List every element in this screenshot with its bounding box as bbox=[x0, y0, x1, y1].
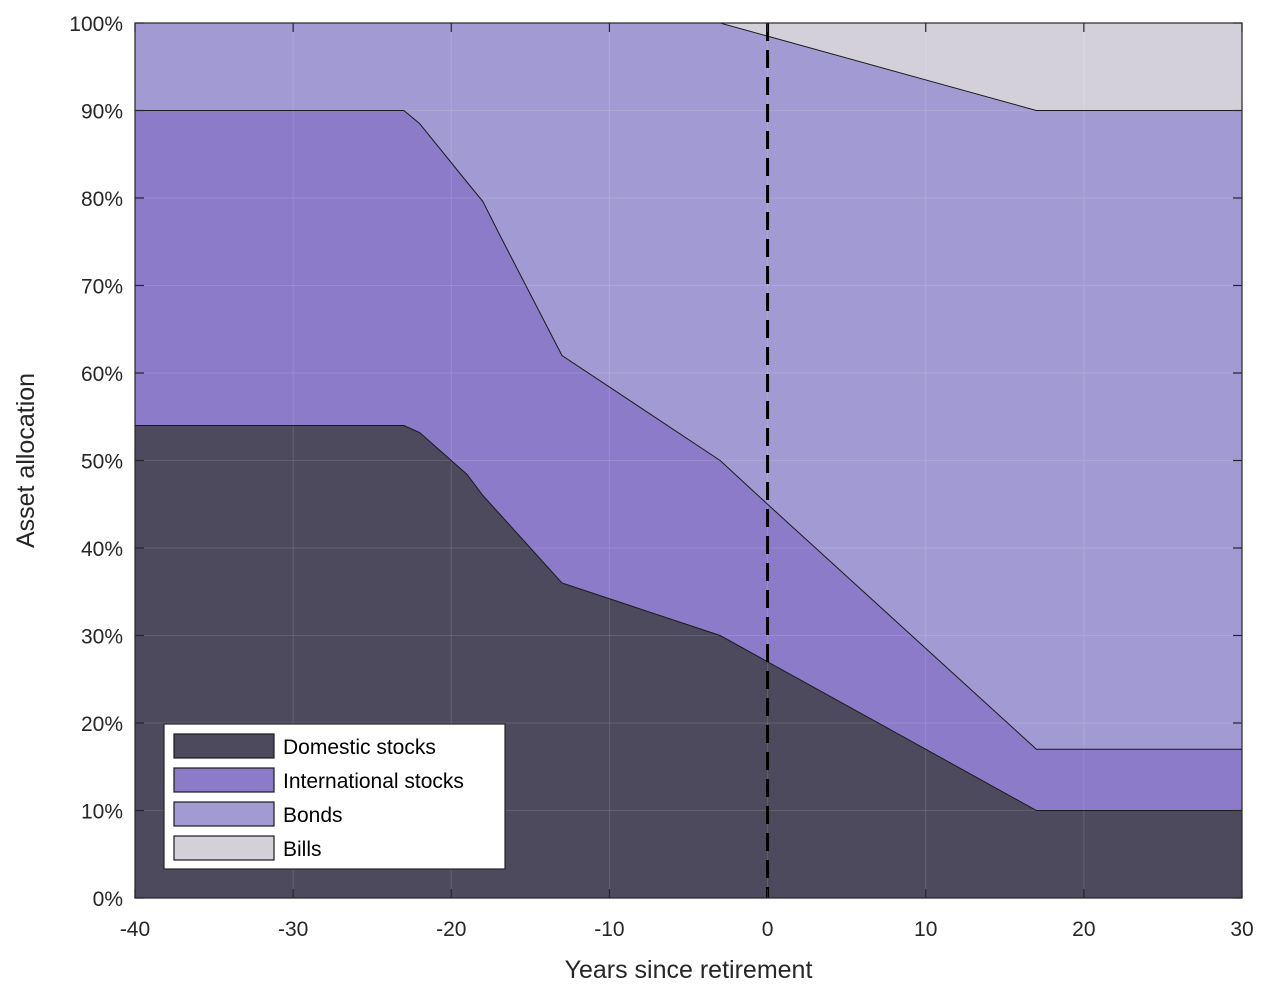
y-tick-label: 0% bbox=[93, 888, 123, 911]
y-tick-label: 50% bbox=[81, 451, 123, 474]
y-tick-label: 30% bbox=[81, 626, 123, 649]
y-tick-labels: 0% 10% 20% 30% 40% 50% 60% 70% 80% 90% 100% bbox=[69, 13, 123, 911]
legend-label-bills: Bills bbox=[283, 838, 322, 861]
legend-label-domestic-stocks: Domestic stocks bbox=[283, 736, 436, 759]
legend-swatch-bills bbox=[173, 835, 275, 861]
axes bbox=[134, 22, 1243, 899]
legend: Domestic stocks International stocks Bonds… bbox=[163, 723, 506, 870]
y-tick-label: 70% bbox=[81, 276, 123, 299]
x-axis-label: Years since retirement bbox=[565, 956, 813, 984]
legend-swatch-international-stocks bbox=[173, 767, 275, 793]
y-axis-label: Asset allocation bbox=[12, 373, 40, 548]
x-tick-label: -30 bbox=[278, 918, 308, 941]
y-tick-label: 90% bbox=[81, 101, 123, 124]
x-tick-label: 10 bbox=[914, 918, 937, 941]
x-tick-label: 20 bbox=[1072, 918, 1095, 941]
x-tick-label: -40 bbox=[120, 918, 150, 941]
x-tick-labels: -40 -30 -20 -10 0 10 20 30 bbox=[120, 918, 1254, 941]
y-tick-label: 10% bbox=[81, 801, 123, 824]
y-tick-label: 100% bbox=[69, 13, 123, 36]
legend-swatch-domestic-stocks bbox=[173, 733, 275, 759]
y-tick-label: 60% bbox=[81, 363, 123, 386]
boundary-domestic-stocks bbox=[135, 425, 1242, 811]
y-tick-label: 40% bbox=[81, 538, 123, 561]
boundary-international-stocks bbox=[135, 110, 1242, 750]
x-tick-label: 30 bbox=[1230, 918, 1253, 941]
x-tick-label: -10 bbox=[594, 918, 624, 941]
y-tick-label: 80% bbox=[81, 188, 123, 211]
legend-label-international-stocks: International stocks bbox=[283, 770, 464, 793]
legend-swatch-bonds bbox=[173, 801, 275, 827]
area-bills bbox=[135, 23, 1242, 111]
x-tick-label: 0 bbox=[762, 918, 774, 941]
x-tick-label: -20 bbox=[436, 918, 466, 941]
y-tick-label: 20% bbox=[81, 713, 123, 736]
area-international-stocks bbox=[135, 110, 1242, 811]
legend-label-bonds: Bonds bbox=[283, 804, 343, 827]
area-bonds bbox=[135, 23, 1242, 750]
